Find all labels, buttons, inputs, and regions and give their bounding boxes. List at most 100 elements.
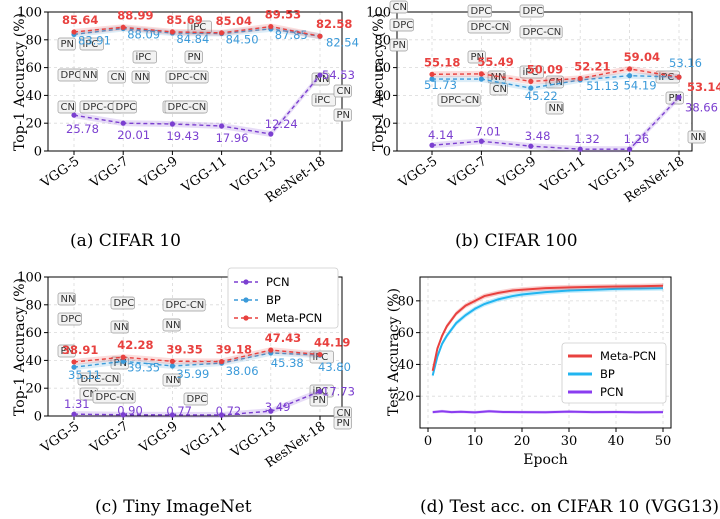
y-tick-label: 0	[34, 410, 42, 425]
annotation-label: DPC	[393, 20, 414, 31]
legend-label-pcn: PCN	[266, 275, 290, 289]
annotation-box	[57, 37, 76, 51]
data-point-bp	[169, 363, 175, 369]
data-point-pcn	[219, 412, 225, 418]
data-label-pcn: 19.43	[166, 129, 199, 143]
annotation-box	[132, 50, 157, 64]
annotation-box	[333, 108, 352, 122]
annotation-label: DPC-CN	[81, 374, 120, 385]
data-label-pcn: 0.90	[117, 404, 143, 418]
data-label-pcn: 0.77	[166, 404, 192, 418]
data-point-pcn	[71, 411, 77, 417]
annotation-label: CN	[61, 102, 75, 113]
data-label-meta-pcn: 85.69	[166, 13, 202, 27]
annotation-label: iPC	[136, 52, 152, 63]
data-point-meta-pcn	[169, 358, 175, 364]
series-line-bp	[73, 352, 321, 368]
x-tick-label: VGG-9	[136, 419, 181, 457]
annotation-label: iPC	[523, 67, 539, 78]
annotation-label: NN	[83, 70, 98, 81]
annotation-label: PN	[669, 93, 683, 104]
annotation-box	[107, 70, 126, 84]
y-tick-label: 100	[17, 271, 42, 286]
data-label-bp: 43.80	[318, 360, 351, 374]
series-band-pcn	[74, 72, 320, 137]
series-band-bp	[74, 349, 320, 371]
annotation-label: PN	[337, 418, 351, 429]
annotation-label: CN	[493, 84, 507, 95]
annotation-box	[77, 372, 121, 386]
annotation-box	[162, 298, 206, 312]
annotation-box	[333, 416, 352, 430]
x-tick-label: 20	[514, 434, 531, 449]
x-axis-label: Epoch	[523, 452, 567, 468]
annotation-label: DPC	[61, 314, 82, 325]
x-tick-label: 50	[655, 434, 672, 449]
annotation-label: DPC-CN	[166, 300, 205, 311]
data-point-bp	[528, 85, 534, 91]
y-tick-label: 60	[25, 326, 42, 341]
annotation-box	[79, 68, 98, 82]
data-label-bp: 82.54	[326, 35, 359, 49]
y-tick-label: 60	[374, 61, 391, 76]
annotation-label: PN	[61, 39, 75, 50]
series-band-meta-pcn	[74, 347, 320, 365]
data-label-meta-pcn: 55.18	[424, 55, 460, 69]
annotation-label: DPC-CN	[169, 72, 208, 83]
legend-marker-meta-pcn	[243, 315, 249, 321]
data-point-meta-pcn	[317, 33, 323, 39]
data-label-meta-pcn: 53.14	[687, 80, 720, 94]
annotation-label: DPC-CN	[441, 95, 480, 106]
data-point-pcn	[478, 138, 484, 144]
x-tick-label: VGG-5	[396, 154, 441, 192]
annotation-box	[131, 70, 150, 84]
annotation-box	[519, 4, 544, 18]
annotation-label: PN	[114, 358, 128, 369]
data-label-pcn: 1.32	[574, 132, 600, 146]
data-point-pcn	[676, 94, 682, 100]
annotation-label: CN	[111, 72, 125, 83]
annotation-label: DPC-CN	[523, 27, 562, 38]
y-tick-label: 0	[383, 145, 391, 160]
annotation-box	[467, 20, 511, 34]
annotation-label: PN	[61, 346, 75, 357]
data-point-pcn	[268, 408, 274, 414]
annotation-box	[110, 320, 129, 334]
annotation-label: DPC	[114, 298, 135, 309]
annotation-label: NN	[135, 72, 150, 83]
annotation-box	[309, 350, 334, 364]
annotation-label: PN	[471, 52, 485, 63]
data-label-bp: 84.84	[176, 32, 209, 46]
panel-caption: (c) Tiny ImageNet	[95, 497, 252, 517]
y-axis-label: Top-1 Accuracy (%)	[371, 13, 387, 151]
data-label-meta-pcn: 88.99	[117, 8, 153, 22]
y-tick-label: 60	[25, 61, 42, 76]
annotation-label: DPC-CN	[83, 102, 122, 113]
data-point-pcn	[169, 412, 175, 418]
annotation-label: iPC	[315, 95, 331, 106]
series-line-meta-pcn	[431, 284, 664, 371]
annotation-label: CN	[337, 408, 351, 419]
annotation-box	[467, 4, 492, 18]
data-label-meta-pcn: 44.19	[314, 336, 350, 350]
data-label-bp: 35.11	[68, 368, 101, 382]
data-label-pcn: 4.14	[428, 128, 454, 142]
data-label-bp: 51.73	[424, 78, 457, 92]
data-label-meta-pcn: 52.21	[574, 59, 610, 73]
annotation-label: NN	[691, 132, 706, 143]
panel-caption: (a) CIFAR 10	[70, 231, 181, 251]
data-point-bp	[627, 73, 633, 79]
x-tick-label: VGG-9	[494, 154, 539, 192]
data-label-bp: 83.91	[78, 33, 111, 47]
series-band-pcn	[74, 388, 320, 418]
x-tick-label: 10	[467, 434, 484, 449]
annotation-box	[162, 373, 181, 387]
data-point-bp	[71, 364, 77, 370]
data-label-meta-pcn: 39.18	[216, 343, 252, 357]
legend-label-pcn: PCN	[600, 385, 624, 399]
annotation-box	[183, 392, 208, 406]
data-label-bp: 35.99	[176, 367, 209, 381]
annotation-label: DPC	[116, 102, 137, 113]
y-axis-label: Test Accuracy (%)	[386, 288, 402, 416]
data-point-meta-pcn	[528, 78, 534, 84]
